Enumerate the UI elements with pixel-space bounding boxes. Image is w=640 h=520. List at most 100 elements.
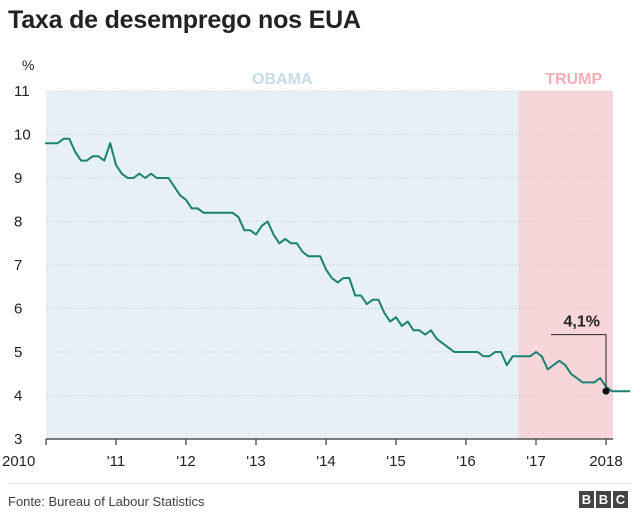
obama-label: OBAMA (252, 71, 313, 88)
data-point (372, 299, 374, 301)
data-point (459, 351, 461, 353)
data-point (453, 351, 455, 353)
data-point (214, 212, 216, 214)
data-point (517, 355, 519, 357)
data-point (617, 390, 619, 392)
data-point (197, 207, 199, 209)
source-note: Fonte: Bureau of Labour Statistics (8, 494, 205, 509)
data-point (255, 233, 257, 235)
data-point (150, 173, 152, 175)
data-point (57, 142, 59, 144)
data-point (611, 390, 613, 392)
data-point (267, 220, 269, 222)
bbc-logo: B B C (579, 491, 628, 508)
data-point (593, 381, 595, 383)
y-axis-unit-label: % (22, 57, 34, 73)
data-point (127, 177, 129, 179)
data-point (325, 268, 327, 270)
data-point (366, 303, 368, 305)
data-point (436, 338, 438, 340)
data-point (401, 325, 403, 327)
data-point (342, 277, 344, 279)
chart-title: Taxa de desemprego nos EUA (8, 6, 361, 34)
data-point (488, 355, 490, 357)
data-point (296, 242, 298, 244)
data-point (138, 173, 140, 175)
data-point (132, 177, 134, 179)
data-point (261, 225, 263, 227)
x-tick-label: 2018 (589, 453, 622, 470)
data-point (45, 142, 47, 144)
x-tick-label: '14 (316, 453, 336, 470)
data-point (74, 151, 76, 153)
data-point (628, 390, 630, 392)
data-point (226, 212, 228, 214)
data-point (115, 164, 117, 166)
data-point (622, 390, 624, 392)
data-point (360, 294, 362, 296)
bbc-logo-letter: C (613, 491, 628, 508)
unemployment-chart: OBAMA TRUMP 3 4 5 6 7 8 9 10 11 % 2010 '11 '12 '13 '1… (2, 57, 631, 470)
latest-value-annotation: 4,1% (551, 314, 610, 395)
y-tick-label: 9 (14, 170, 22, 187)
data-point (86, 159, 88, 161)
x-ticks: 2010 '11 '12 '13 '14 '15 '16 '17 2018 (2, 439, 623, 470)
unemployment-line (45, 137, 631, 393)
data-point (179, 194, 181, 196)
data-point (313, 255, 315, 257)
x-tick-label: '17 (526, 453, 546, 470)
bbc-logo-letter: B (596, 491, 611, 508)
data-point (424, 333, 426, 335)
data-point (506, 364, 508, 366)
data-point (494, 351, 496, 353)
data-point (558, 360, 560, 362)
y-tick-label: 11 (14, 83, 30, 100)
data-point (173, 186, 175, 188)
data-point (167, 177, 169, 179)
data-point (202, 212, 204, 214)
data-point (92, 155, 94, 157)
y-tick-label: 4 (14, 388, 22, 405)
data-point (500, 351, 502, 353)
x-tick-label: '15 (386, 453, 406, 470)
data-point (68, 138, 70, 140)
data-point (284, 238, 286, 240)
data-point (354, 294, 356, 296)
data-point (191, 207, 193, 209)
data-point (512, 355, 514, 357)
y-gridlines (46, 90, 613, 396)
y-tick-label: 3 (14, 431, 22, 448)
x-tick-label: '11 (107, 453, 125, 470)
data-point (377, 299, 379, 301)
data-point (272, 233, 274, 235)
bbc-logo-letter: B (579, 491, 594, 508)
y-tick-label: 6 (14, 301, 22, 318)
data-point (407, 320, 409, 322)
data-point (547, 368, 549, 370)
data-point (249, 229, 251, 231)
data-point (383, 312, 385, 314)
president-bands (46, 91, 613, 439)
data-point (576, 377, 578, 379)
data-point (482, 355, 484, 357)
data-point (599, 377, 601, 379)
data-point (430, 329, 432, 331)
data-point (278, 242, 280, 244)
x-tick-label: '12 (176, 453, 196, 470)
annotation-label: 4,1% (564, 314, 600, 331)
data-point (62, 138, 64, 140)
data-point (412, 329, 414, 331)
data-point (348, 277, 350, 279)
data-point (220, 212, 222, 214)
president-labels: OBAMA TRUMP (252, 71, 602, 88)
data-point (144, 177, 146, 179)
y-tick-label: 7 (14, 257, 22, 274)
data-point (80, 159, 82, 161)
data-point (535, 351, 537, 353)
data-point (337, 281, 339, 283)
data-point (570, 373, 572, 375)
obama-band (46, 91, 519, 439)
data-point (471, 351, 473, 353)
data-point (243, 229, 245, 231)
trump-label: TRUMP (545, 71, 602, 88)
